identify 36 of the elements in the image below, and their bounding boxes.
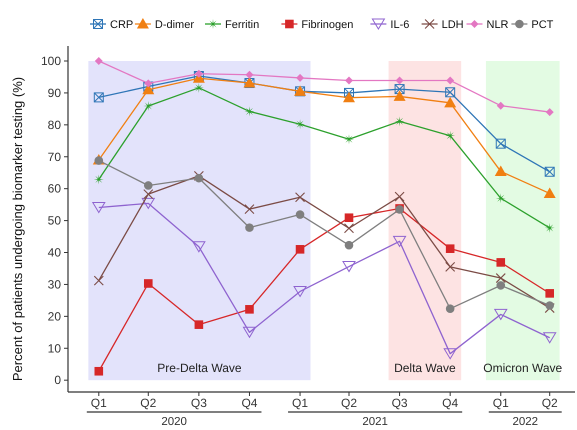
x-tick-label: Q4	[442, 396, 458, 410]
text: 2021	[362, 416, 388, 428]
y-axis-title: Percent of patients undergoing biomarker testing (%)	[10, 76, 25, 382]
y-tick-label: 20	[48, 309, 62, 324]
y-tick-label: 0	[54, 373, 62, 388]
y-tick-label: 100	[40, 54, 62, 68]
x-tick-label: Q3	[190, 396, 208, 410]
text: 2022	[512, 416, 538, 428]
x-tick-label: Q1	[292, 396, 308, 410]
legend-label: Ferritin	[225, 19, 260, 31]
band-label: Pre-Delta Wave	[157, 361, 242, 376]
legend-label: Fibrinogen	[301, 19, 354, 31]
y-tick-label: 80	[48, 118, 62, 132]
x-tick-label: Q2	[542, 396, 558, 410]
y-tick-label: 70	[48, 150, 62, 164]
x-tick-label: Q2	[340, 396, 358, 410]
x-tick-label: Q1	[90, 396, 108, 410]
y-tick-label: 10	[48, 341, 62, 356]
legend-label: D-dimer	[154, 19, 194, 31]
y-tick-label: 40	[48, 246, 62, 260]
x-tick-label: Q2	[140, 396, 157, 410]
x-tick-label: Q1	[492, 396, 510, 410]
y-tick-label: 60	[48, 182, 62, 196]
y-tick-label: 50	[48, 214, 62, 228]
x-tick-label: Q4	[241, 396, 258, 410]
x-tick-label: Q3	[392, 396, 408, 410]
text: 2020	[161, 416, 187, 428]
legend-label: LDH	[442, 19, 464, 31]
legend-label: IL-6	[390, 19, 410, 31]
y-tick-label: 90	[48, 86, 62, 100]
legend-label: PCT	[531, 19, 554, 31]
band-label: Delta Wave	[394, 361, 456, 376]
band-label: Omicron Wave	[483, 361, 563, 376]
legend-label: CRP	[110, 19, 134, 31]
y-tick-label: 30	[48, 277, 62, 292]
legend-label: NLR	[486, 19, 509, 31]
